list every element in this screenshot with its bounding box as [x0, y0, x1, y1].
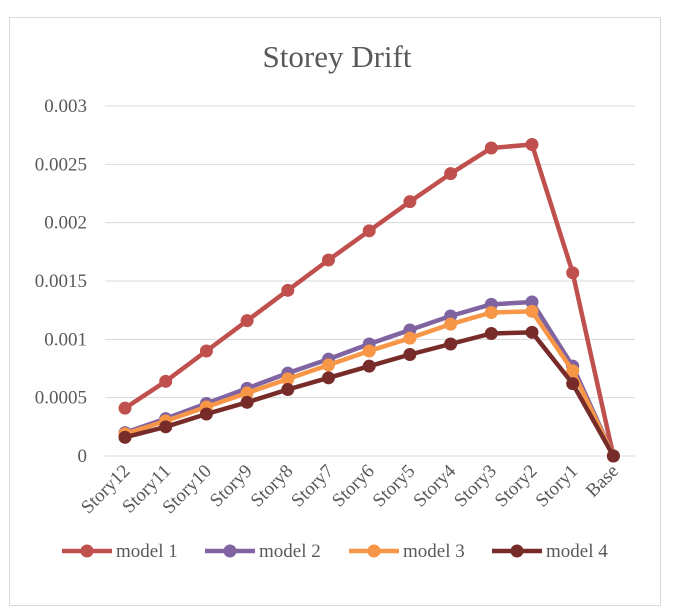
data-point [606, 449, 620, 463]
x-tick-label: Story6 [328, 461, 379, 512]
data-point [240, 395, 254, 409]
data-point [362, 344, 376, 358]
legend: model 1 model 2 model 3 model 4 [62, 541, 608, 562]
legend-marker [367, 544, 381, 558]
data-point [199, 407, 213, 421]
x-tick-label: Story7 [287, 461, 338, 512]
y-tick-label: 0 [78, 446, 88, 467]
data-point [484, 306, 498, 319]
x-axis-ticks: Story12Story11Story10Story9Story8Story7S… [77, 460, 623, 518]
data-point [118, 401, 132, 415]
x-tick-label: Story8 [247, 461, 298, 512]
data-point [525, 304, 539, 318]
series-1 [118, 138, 620, 463]
data-point [240, 314, 254, 328]
chart-title: Storey Drift [263, 39, 412, 74]
data-point [566, 364, 580, 378]
y-axis-ticks: 0 0.0005 0.001 0.0015 0.002 0.0025 0.003 [35, 96, 87, 467]
x-tick-label: Story1 [532, 461, 583, 512]
y-tick-label: 0.001 [44, 329, 87, 350]
legend-item: model 1 [62, 541, 178, 562]
legend-label: model 1 [116, 541, 178, 562]
y-tick-label: 0.0005 [35, 388, 87, 409]
series-line [124, 309, 616, 457]
series-4 [118, 325, 620, 463]
data-point [566, 266, 580, 280]
y-tick-label: 0.003 [44, 96, 87, 117]
grid-lines [105, 105, 635, 457]
data-point [444, 317, 458, 331]
data-point [281, 372, 295, 386]
y-tick-label: 0.0025 [35, 154, 87, 175]
data-point [403, 195, 417, 209]
data-point [281, 283, 295, 297]
x-tick-label: Story3 [450, 461, 501, 512]
data-point [159, 420, 173, 434]
data-point [118, 430, 132, 444]
legend-marker [510, 544, 524, 558]
x-tick-label: Base [582, 461, 623, 502]
data-point [525, 325, 539, 339]
data-point [322, 358, 335, 372]
data-point [444, 167, 458, 181]
data-point [362, 359, 376, 373]
data-point [525, 295, 539, 309]
series-lines [118, 138, 620, 463]
data-point [322, 371, 335, 385]
data-point [159, 374, 173, 388]
series-3 [118, 304, 620, 463]
y-tick-label: 0.0015 [35, 271, 87, 292]
x-tick-label: Story5 [369, 461, 420, 512]
data-point [322, 253, 335, 267]
legend-item: model 3 [349, 541, 465, 562]
legend-item: model 2 [205, 541, 321, 562]
data-point [281, 383, 295, 396]
legend-marker [223, 544, 237, 558]
data-point [199, 344, 213, 358]
legend-label: model 2 [259, 541, 321, 562]
legend-item: model 4 [492, 541, 608, 562]
data-point [362, 224, 376, 238]
series-2 [118, 295, 620, 463]
x-tick-label: Story9 [206, 461, 257, 512]
data-point [484, 141, 498, 155]
x-tick-label: Story4 [409, 460, 460, 511]
chart-frame [9, 17, 661, 606]
legend-marker [80, 544, 94, 558]
legend-label: model 4 [546, 541, 608, 562]
data-point [566, 377, 580, 391]
data-point [403, 348, 417, 361]
data-point [525, 138, 539, 151]
data-point [484, 327, 498, 340]
x-tick-label: Story2 [491, 461, 542, 512]
data-point [403, 331, 417, 345]
data-point [444, 337, 458, 351]
y-tick-label: 0.002 [44, 213, 87, 234]
data-point [240, 386, 254, 400]
legend-label: model 3 [403, 541, 465, 562]
